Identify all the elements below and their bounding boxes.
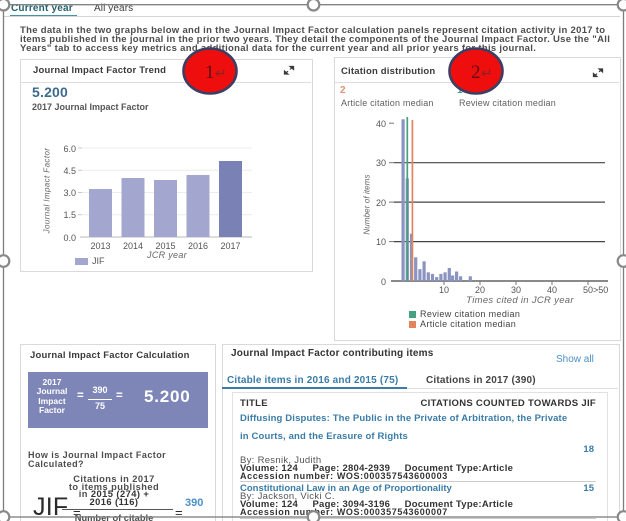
svg-text:1: 1 (205, 62, 215, 83)
svg-text:↵: ↵ (481, 65, 493, 81)
svg-text:2: 2 (471, 62, 481, 83)
svg-text:↵: ↵ (215, 65, 227, 81)
